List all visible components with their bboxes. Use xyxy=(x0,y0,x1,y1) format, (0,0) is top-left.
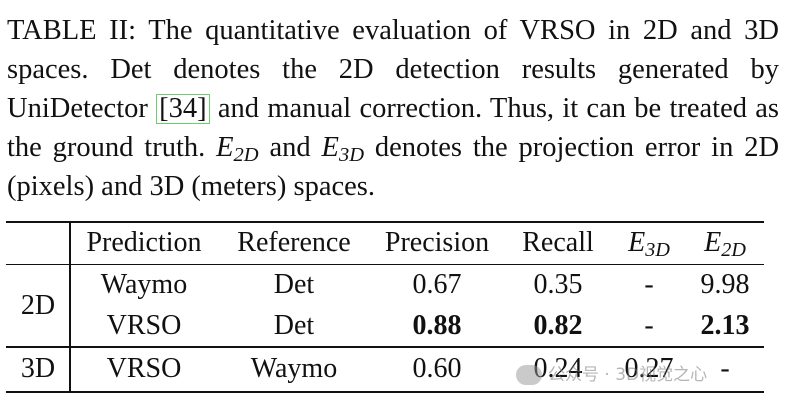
caption-text-b: and manual correction. Thus, it can be t… xyxy=(7,93,779,163)
row1-recall: 0.35 xyxy=(533,269,583,300)
row2-e3d: - xyxy=(644,310,654,341)
row2-precision: 0.88 xyxy=(412,310,462,341)
row2-prediction: VRSO xyxy=(106,310,182,341)
row1-prediction: Waymo xyxy=(100,269,188,300)
row1-reference: Det xyxy=(273,269,315,300)
row3-prediction: VRSO xyxy=(106,353,182,384)
table-header-rule xyxy=(6,264,764,265)
watermark-text: 公众号 · 3D视觉之心 xyxy=(548,365,708,385)
row2-recall: 0.82 xyxy=(533,310,583,341)
caption-text-d: denotes the projection error in 2D (pixe… xyxy=(7,132,780,202)
row2-e2d: 2.13 xyxy=(700,310,750,341)
table-top-rule xyxy=(6,221,764,223)
row1-precision: 0.67 xyxy=(412,269,462,300)
row1-e2d: 9.98 xyxy=(700,269,750,300)
group-label-3d: 3D xyxy=(20,353,56,384)
group-label-2d: 2D xyxy=(20,290,56,321)
row2-reference: Det xyxy=(273,310,315,341)
row3-reference: Waymo xyxy=(250,353,338,384)
caption-text-a: The quantitative evaluation of VRSO in 2… xyxy=(7,15,779,124)
row1-e3d: - xyxy=(644,269,654,300)
table-vertical-rule xyxy=(69,222,71,392)
row3-precision: 0.60 xyxy=(412,353,462,384)
header-prediction: Prediction xyxy=(86,227,202,258)
header-precision: Precision xyxy=(384,227,490,258)
table-group-rule xyxy=(6,346,764,348)
e3d-symbol: E3D xyxy=(321,132,365,167)
row3-e3d: 0.27 xyxy=(624,353,674,384)
caption-label: TABLE II: xyxy=(7,15,137,46)
header-reference: Reference xyxy=(237,227,351,258)
e2d-symbol: E2D xyxy=(216,132,259,167)
row3-e2d: - xyxy=(720,353,730,384)
wechat-icon xyxy=(516,365,542,385)
row3-recall: 0.24 xyxy=(533,353,583,384)
table-bottom-rule xyxy=(6,391,764,393)
table-caption: TABLE II: The quantitative evaluation of… xyxy=(7,11,779,206)
header-e3d: E3D xyxy=(628,227,670,262)
citation-link[interactable]: [34] xyxy=(156,94,210,124)
header-recall: Recall xyxy=(522,227,594,258)
watermark: 公众号 · 3D视觉之心 xyxy=(516,360,707,385)
caption-text-c: and xyxy=(269,132,311,163)
header-e2d: E2D xyxy=(704,227,746,262)
